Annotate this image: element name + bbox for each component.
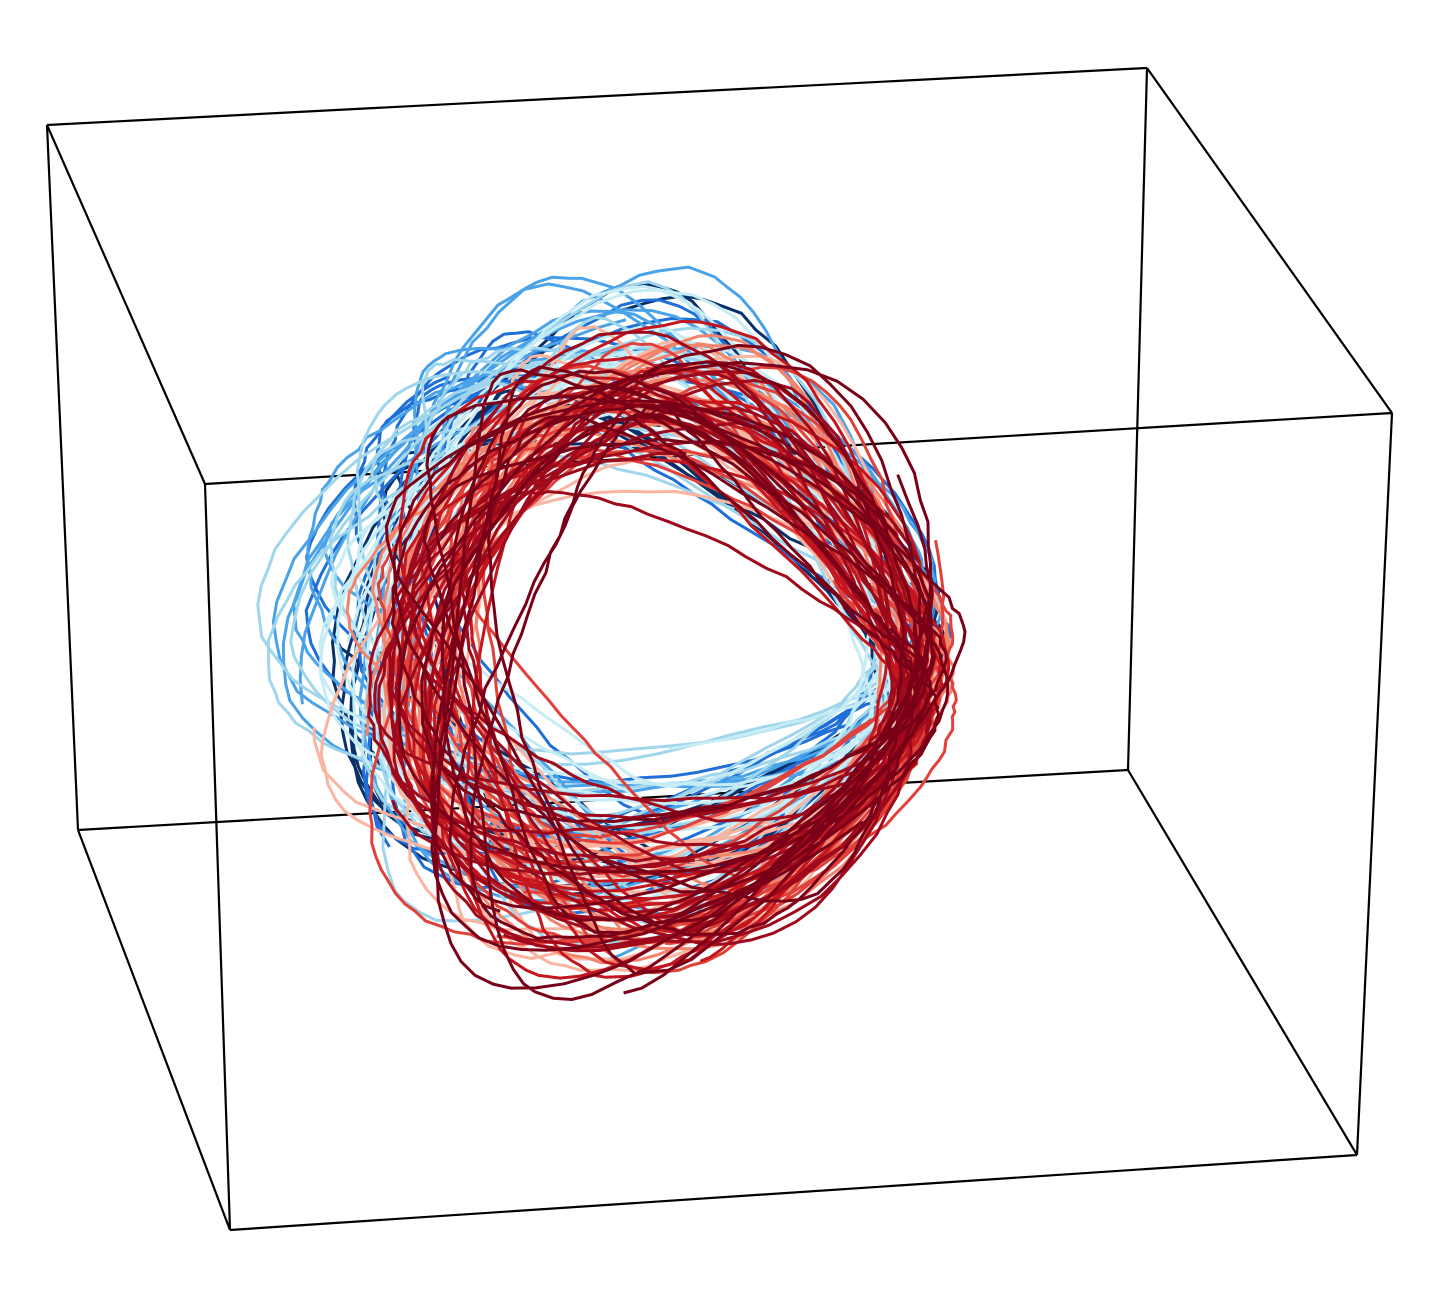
- trajectory-line: [481, 364, 958, 975]
- trajectory-line: [392, 369, 935, 922]
- bounding-box: [45, 66, 1394, 1232]
- trajectories: [256, 265, 967, 1001]
- box-edge: [229, 1153, 1358, 1232]
- trajectory-line: [420, 412, 921, 823]
- trajectory-line: [367, 413, 923, 870]
- trajectory-line: [425, 368, 937, 1001]
- box-edge: [1146, 67, 1393, 414]
- box-edge: [45, 124, 207, 485]
- box-edge: [76, 829, 232, 1231]
- box-edge: [1127, 769, 1358, 1156]
- box-edge: [1126, 67, 1149, 771]
- trajectory-line: [390, 360, 919, 937]
- box-edge: [46, 66, 1148, 127]
- box-edge: [203, 483, 232, 1231]
- box-edge: [1355, 412, 1394, 1156]
- box-edge: [45, 124, 80, 831]
